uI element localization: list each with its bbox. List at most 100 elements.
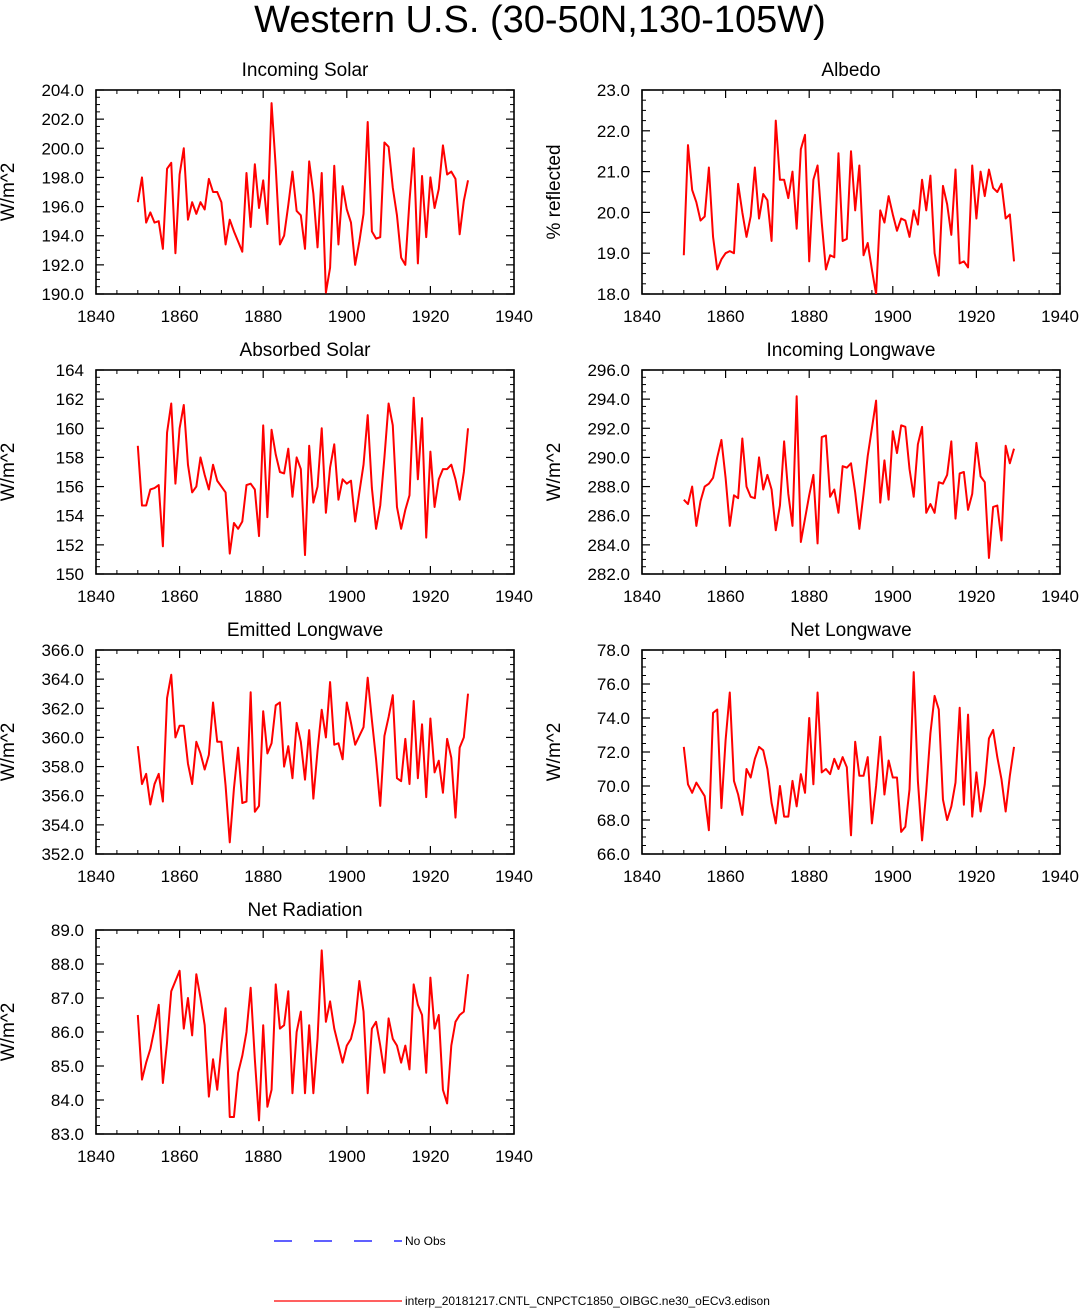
y-tick-label: 366.0 xyxy=(41,641,84,660)
y-tick-label: 190.0 xyxy=(41,285,84,304)
chart-panel-6: Net Longwave W/m^2 1840 1860 1880 1900 1920 194… xyxy=(544,620,1079,886)
x-tick-label: 1880 xyxy=(790,867,828,886)
series-line xyxy=(136,396,470,557)
chart-panel-7: Net Radiation W/m^2 1840 1860 1880 1900 1920 19… xyxy=(0,900,533,1166)
x-tick-label: 1900 xyxy=(328,867,366,886)
y-tick-label: 204.0 xyxy=(41,81,84,100)
x-tick-label: 1900 xyxy=(874,587,912,606)
x-tick-label: 1880 xyxy=(790,307,828,326)
y-tick-label: 88.0 xyxy=(51,955,84,974)
y-tick-label: 21.0 xyxy=(597,163,630,182)
x-tick-label: 1860 xyxy=(707,307,745,326)
y-tick-label: 356.0 xyxy=(41,787,84,806)
y-tick-label: 292.0 xyxy=(587,419,630,438)
series-line xyxy=(682,671,1016,842)
x-tick-label: 1880 xyxy=(244,867,282,886)
y-tick-label: 196.0 xyxy=(41,198,84,217)
x-tick-label: 1920 xyxy=(411,867,449,886)
series-line xyxy=(136,949,470,1122)
x-tick-label: 1840 xyxy=(77,587,115,606)
y-tick-label: 78.0 xyxy=(597,641,630,660)
x-tick-label: 1940 xyxy=(1041,587,1079,606)
x-tick-label: 1920 xyxy=(411,587,449,606)
y-tick-label: 288.0 xyxy=(587,478,630,497)
y-tick-label: 194.0 xyxy=(41,227,84,246)
chart-panel-5: Emitted Longwave W/m^2 1840 1860 1880 1900 192… xyxy=(0,620,533,886)
chart-panel-4: Incoming Longwave W/m^2 1840 1860 1880 1900 19… xyxy=(544,340,1079,606)
y-tick-label: 282.0 xyxy=(587,565,630,584)
y-tick-label: 23.0 xyxy=(597,81,630,100)
x-tick-label: 1940 xyxy=(1041,307,1079,326)
y-tick-label: 362.0 xyxy=(41,699,84,718)
y-tick-label: 76.0 xyxy=(597,675,630,694)
y-tick-label: 20.0 xyxy=(597,203,630,222)
panel-title: Emitted Longwave xyxy=(227,620,383,641)
y-axis-label: W/m^2 xyxy=(0,163,19,222)
y-tick-label: 358.0 xyxy=(41,758,84,777)
x-tick-label: 1880 xyxy=(790,587,828,606)
y-tick-label: 152 xyxy=(56,536,84,555)
y-tick-label: 162 xyxy=(56,390,84,409)
y-tick-label: 68.0 xyxy=(597,811,630,830)
series-line xyxy=(136,673,470,844)
y-tick-label: 296.0 xyxy=(587,361,630,380)
panel-title: Incoming Longwave xyxy=(767,340,936,361)
x-tick-label: 1940 xyxy=(495,1147,533,1166)
y-tick-label: 202.0 xyxy=(41,110,84,129)
y-tick-label: 284.0 xyxy=(587,536,630,555)
x-tick-label: 1900 xyxy=(328,587,366,606)
panel-title: Absorbed Solar xyxy=(240,340,372,361)
y-tick-label: 290.0 xyxy=(587,448,630,467)
x-tick-label: 1860 xyxy=(161,867,199,886)
y-tick-label: 154 xyxy=(56,507,84,526)
y-tick-label: 192.0 xyxy=(41,256,84,275)
panel-title: Net Longwave xyxy=(790,620,911,641)
y-tick-label: 200.0 xyxy=(41,139,84,158)
y-tick-label: 150 xyxy=(56,565,84,584)
panel-title: Albedo xyxy=(821,60,880,81)
y-axis-label: % reflected xyxy=(544,144,565,239)
x-tick-label: 1900 xyxy=(328,1147,366,1166)
plot-frame xyxy=(95,929,515,1135)
y-tick-label: 22.0 xyxy=(597,122,630,141)
y-tick-label: 286.0 xyxy=(587,507,630,526)
y-tick-label: 89.0 xyxy=(51,921,84,940)
y-tick-label: 18.0 xyxy=(597,285,630,304)
y-tick-label: 85.0 xyxy=(51,1057,84,1076)
x-tick-label: 1940 xyxy=(495,867,533,886)
y-tick-label: 360.0 xyxy=(41,728,84,747)
y-tick-label: 72.0 xyxy=(597,743,630,762)
plot-frame xyxy=(641,369,1061,575)
x-tick-label: 1900 xyxy=(874,307,912,326)
x-tick-label: 1860 xyxy=(161,307,199,326)
plot-frame xyxy=(95,649,515,855)
y-tick-label: 294.0 xyxy=(587,390,630,409)
x-tick-label: 1940 xyxy=(495,587,533,606)
y-tick-label: 164 xyxy=(56,361,84,380)
y-tick-label: 364.0 xyxy=(41,670,84,689)
chart-panel-3: Absorbed Solar W/m^2 1840 1860 1880 1900 1920 1… xyxy=(0,340,533,606)
y-axis-label: W/m^2 xyxy=(0,723,19,782)
y-tick-label: 83.0 xyxy=(51,1125,84,1144)
y-tick-label: 87.0 xyxy=(51,989,84,1008)
legend-model-line xyxy=(274,1300,402,1302)
y-tick-label: 74.0 xyxy=(597,709,630,728)
y-axis-label: W/m^2 xyxy=(544,723,565,782)
x-tick-label: 1900 xyxy=(328,307,366,326)
x-tick-label: 1860 xyxy=(707,867,745,886)
legend-obs-line xyxy=(274,1240,402,1242)
y-axis-label: W/m^2 xyxy=(0,443,19,502)
x-tick-label: 1840 xyxy=(77,1147,115,1166)
x-tick-label: 1920 xyxy=(411,307,449,326)
x-tick-label: 1880 xyxy=(244,1147,282,1166)
x-tick-label: 1860 xyxy=(161,1147,199,1166)
x-tick-label: 1840 xyxy=(77,307,115,326)
series-line xyxy=(682,119,1016,294)
x-tick-label: 1920 xyxy=(957,867,995,886)
y-tick-label: 352.0 xyxy=(41,845,84,864)
y-tick-label: 160 xyxy=(56,419,84,438)
chart-panel-1: Incoming Solar W/m^2 1840 1860 1880 1900 1920 1… xyxy=(0,60,533,326)
x-tick-label: 1940 xyxy=(495,307,533,326)
panel-title: Net Radiation xyxy=(247,900,362,921)
